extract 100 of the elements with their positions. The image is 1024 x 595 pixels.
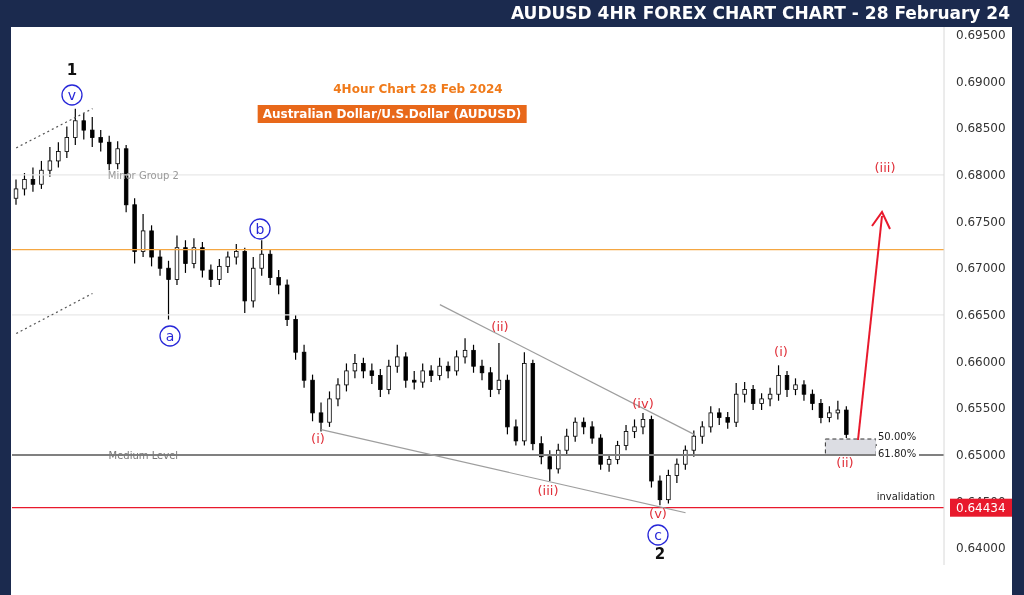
candlestick xyxy=(437,357,442,381)
candlestick xyxy=(386,359,391,395)
candlestick xyxy=(547,449,552,482)
y-tick-label: 0.66500 xyxy=(956,307,1006,322)
y-tick-label: 0.69500 xyxy=(956,27,1006,42)
annotation: 50.00% xyxy=(878,431,917,442)
candlestick xyxy=(691,430,697,458)
candlestick xyxy=(73,108,78,146)
candlestick xyxy=(225,250,231,274)
candlestick xyxy=(767,387,773,407)
candlestick xyxy=(420,362,425,389)
candlestick xyxy=(13,178,19,206)
candlestick xyxy=(564,428,569,456)
candlestick xyxy=(166,260,171,321)
candlestick xyxy=(589,420,595,445)
candlestick xyxy=(801,379,807,402)
candlestick xyxy=(267,248,273,286)
y-tick-label: 0.67500 xyxy=(956,214,1006,229)
candlestick xyxy=(683,444,688,471)
candlestick xyxy=(488,366,493,398)
candlestick xyxy=(234,243,239,266)
annotation: (iv) xyxy=(632,396,654,411)
candlestick xyxy=(276,269,281,295)
candlestick xyxy=(700,420,705,445)
candlestick xyxy=(81,112,86,141)
candlestick xyxy=(140,213,146,258)
ref-line-label: invalidation xyxy=(876,490,936,502)
annotation: c xyxy=(654,527,662,543)
y-tick-label: 0.64434 xyxy=(956,500,1006,515)
candlestick xyxy=(539,435,544,465)
annotation: 61.80% xyxy=(878,448,917,459)
candlestick xyxy=(361,357,366,379)
annotation: (i) xyxy=(774,344,788,359)
annotation: (i) xyxy=(311,431,325,446)
candlestick xyxy=(513,418,519,447)
candlestick xyxy=(496,342,502,395)
candlestick xyxy=(657,474,663,506)
candlestick xyxy=(191,237,197,269)
candlestick xyxy=(412,370,417,391)
y-tick-label: 0.67000 xyxy=(956,261,1006,276)
candlestick xyxy=(369,362,375,385)
candlestick xyxy=(335,377,341,407)
candlestick xyxy=(742,381,747,404)
annotation: (ii) xyxy=(491,319,509,334)
candlestick xyxy=(327,390,332,428)
candlestick xyxy=(344,362,349,393)
candlestick xyxy=(606,454,612,473)
candlestick xyxy=(378,368,383,398)
candlestick xyxy=(318,402,324,433)
annotation: b xyxy=(255,221,265,237)
candlestick xyxy=(107,135,112,171)
candlestick xyxy=(259,239,264,277)
candlestick xyxy=(200,241,205,279)
candlestick xyxy=(183,239,188,274)
candlestick xyxy=(90,116,95,148)
candlestick xyxy=(30,166,36,193)
candlestick xyxy=(640,412,646,435)
candlestick xyxy=(39,160,44,190)
candlestick xyxy=(217,258,222,286)
candlestick xyxy=(776,364,781,402)
candlestick xyxy=(56,141,61,169)
candlestick xyxy=(810,388,815,411)
candlestick xyxy=(395,344,400,374)
y-tick-label: 0.65500 xyxy=(956,401,1006,416)
candlestick xyxy=(98,129,103,153)
y-tick-label: 0.64000 xyxy=(956,541,1006,556)
candlestick xyxy=(556,443,561,475)
candlestick xyxy=(708,405,713,434)
candlestick xyxy=(471,344,476,374)
candlestick xyxy=(157,248,163,277)
chart-title: AUDUSD 4HR FOREX CHART CHART - 28 February 24 xyxy=(510,3,1010,23)
candlestick xyxy=(462,337,468,365)
candlestick xyxy=(64,125,70,159)
candlestick xyxy=(750,384,756,411)
annotation: 4Hour Chart 28 Feb 2024 xyxy=(333,82,503,96)
annotation: 2 xyxy=(654,545,666,563)
candlestick xyxy=(208,263,214,288)
annotation: (iii) xyxy=(537,483,559,498)
candlestick xyxy=(22,172,27,197)
candlestick xyxy=(784,370,790,398)
candlestick xyxy=(403,351,408,389)
annotation: (ii) xyxy=(836,455,854,470)
candlestick xyxy=(352,353,358,379)
annotation: v xyxy=(67,87,77,103)
annotation: 1 xyxy=(66,61,78,79)
y-tick-label: 0.66000 xyxy=(956,354,1006,369)
candlestick xyxy=(445,360,451,379)
candlestick xyxy=(674,458,680,484)
annotation: Australian Dollar/U.S.Dollar (AUDUSD) xyxy=(257,105,527,123)
y-tick-label: 0.65000 xyxy=(956,447,1006,462)
y-tick-label: 0.68500 xyxy=(956,121,1006,136)
y-tick-label: 0.68000 xyxy=(956,167,1006,182)
candlestick xyxy=(573,416,578,443)
annotation: (v) xyxy=(649,506,667,521)
annotation: a xyxy=(165,328,175,344)
candlestick xyxy=(835,400,841,421)
annotation: (iii) xyxy=(874,160,896,175)
candlestick xyxy=(115,140,120,170)
y-tick-label: 0.69000 xyxy=(956,74,1006,89)
candlestick xyxy=(623,424,629,451)
